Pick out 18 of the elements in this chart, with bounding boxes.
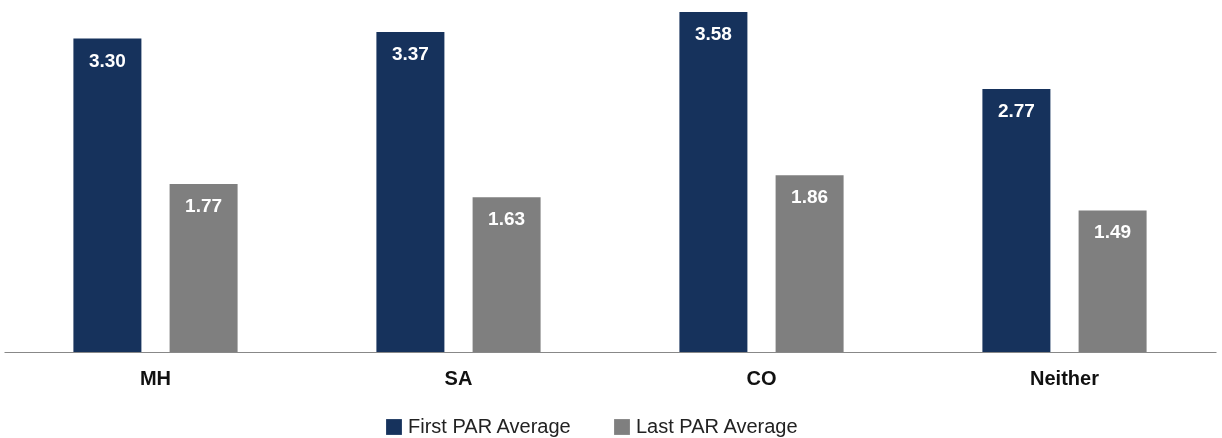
x-tick-label: CO xyxy=(746,366,777,389)
x-tick-label: SA xyxy=(444,366,473,389)
bar xyxy=(982,88,1051,352)
data-label: 2.77 xyxy=(997,99,1035,121)
data-label: 1.86 xyxy=(791,186,829,208)
bar xyxy=(376,31,445,352)
data-label: 1.63 xyxy=(488,208,526,230)
legend-label: First PAR Average xyxy=(408,415,571,437)
legend-label: Last PAR Average xyxy=(636,415,798,437)
x-tick-label: MH xyxy=(139,366,172,389)
data-label: 3.58 xyxy=(694,23,732,44)
bar xyxy=(679,12,748,352)
bar xyxy=(73,38,142,352)
x-tick-label: Neither xyxy=(1030,366,1100,389)
data-label: 1.49 xyxy=(1094,221,1132,243)
data-label: 3.37 xyxy=(391,42,429,64)
data-label: 3.30 xyxy=(88,49,126,71)
data-label: 1.77 xyxy=(185,194,223,216)
